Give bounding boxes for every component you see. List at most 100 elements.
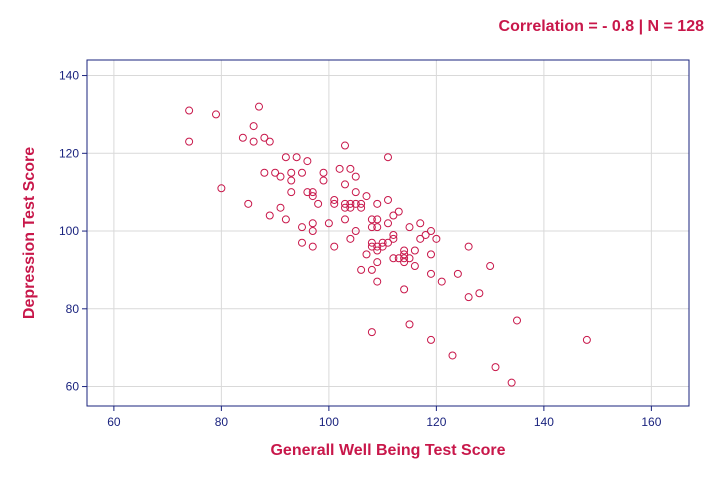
data-point — [427, 227, 435, 236]
y-axis-label: Depression Test Score — [21, 146, 38, 320]
data-point — [400, 246, 409, 255]
data-point — [330, 199, 339, 208]
data-point — [276, 203, 285, 212]
y-tick-label: 60 — [66, 380, 80, 394]
data-point — [319, 176, 328, 185]
data-point — [287, 176, 296, 185]
data-point — [367, 238, 376, 247]
data-point — [432, 234, 441, 243]
data-point — [260, 133, 269, 142]
data-point — [260, 168, 269, 177]
data-point — [362, 250, 371, 259]
y-tick-label: 120 — [59, 146, 79, 160]
data-point — [308, 192, 317, 201]
data-point — [448, 351, 457, 360]
data-point — [298, 238, 306, 247]
data-point — [287, 168, 296, 177]
data-point — [367, 265, 376, 274]
data-point — [475, 289, 484, 298]
data-point — [249, 122, 258, 131]
data-point — [367, 215, 376, 224]
data-point — [271, 168, 280, 177]
data-point — [405, 254, 414, 263]
x-tick-label: 140 — [534, 415, 554, 429]
data-point — [346, 164, 355, 173]
data-point — [373, 246, 382, 255]
data-point — [265, 137, 274, 146]
data-point — [303, 157, 312, 166]
data-point — [427, 250, 435, 259]
data-point — [346, 199, 355, 208]
data-point — [217, 184, 226, 193]
data-points — [185, 102, 591, 387]
data-point — [330, 242, 339, 251]
data-point — [351, 227, 360, 236]
data-point — [335, 164, 344, 173]
data-point — [357, 265, 366, 274]
data-point — [394, 254, 403, 263]
grid-lines — [87, 60, 689, 406]
data-point — [389, 211, 398, 220]
x-tick-label: 80 — [215, 415, 229, 429]
data-point — [400, 254, 409, 263]
data-point — [400, 250, 409, 259]
x-tick-label: 160 — [641, 415, 661, 429]
data-point — [367, 328, 376, 337]
data-point — [351, 172, 360, 181]
data-point — [319, 168, 328, 177]
data-point — [308, 227, 317, 236]
data-point — [384, 153, 392, 162]
data-point — [507, 378, 516, 387]
data-point — [405, 320, 414, 329]
data-point — [416, 219, 425, 228]
data-point — [367, 242, 376, 251]
data-point — [185, 137, 194, 146]
data-point — [453, 269, 462, 278]
data-point — [394, 207, 403, 216]
y-tick-label: 80 — [66, 302, 80, 316]
data-point — [346, 203, 355, 212]
chart-title: Correlation = - 0.8 | N = 128 — [498, 18, 704, 35]
data-point — [373, 277, 382, 286]
data-point — [308, 188, 317, 197]
x-axis-label: Generall Well Being Test Score — [270, 442, 506, 459]
data-point — [416, 234, 425, 243]
data-point — [410, 262, 419, 271]
data-point — [351, 199, 360, 208]
data-point — [308, 219, 317, 228]
data-point — [384, 238, 392, 247]
data-point — [303, 188, 312, 197]
data-point — [341, 203, 349, 212]
data-point — [427, 269, 435, 278]
data-point — [244, 199, 253, 208]
data-point — [298, 223, 306, 232]
data-point — [378, 242, 387, 251]
data-point — [400, 285, 409, 294]
data-point — [373, 199, 382, 208]
data-point — [314, 199, 323, 208]
data-point — [265, 211, 274, 220]
data-point — [308, 242, 317, 251]
data-point — [330, 195, 339, 204]
data-point — [491, 363, 500, 372]
data-point — [281, 153, 290, 162]
data-point — [255, 102, 263, 111]
axis-ticks: 60 80 100 120 140 160 60 80 100 120 140 — [59, 69, 662, 429]
data-point — [427, 335, 435, 344]
data-point — [373, 215, 382, 224]
data-point — [287, 188, 296, 197]
data-point — [464, 293, 473, 302]
data-point — [351, 188, 360, 197]
data-point — [357, 199, 366, 208]
data-point — [410, 246, 419, 255]
data-point — [276, 172, 285, 181]
data-point — [384, 219, 392, 228]
x-tick-label: 60 — [107, 415, 121, 429]
data-point — [341, 141, 349, 150]
data-point — [238, 133, 247, 142]
data-point — [389, 230, 398, 239]
data-point — [421, 230, 430, 239]
data-point — [281, 215, 290, 224]
data-point — [464, 242, 473, 251]
